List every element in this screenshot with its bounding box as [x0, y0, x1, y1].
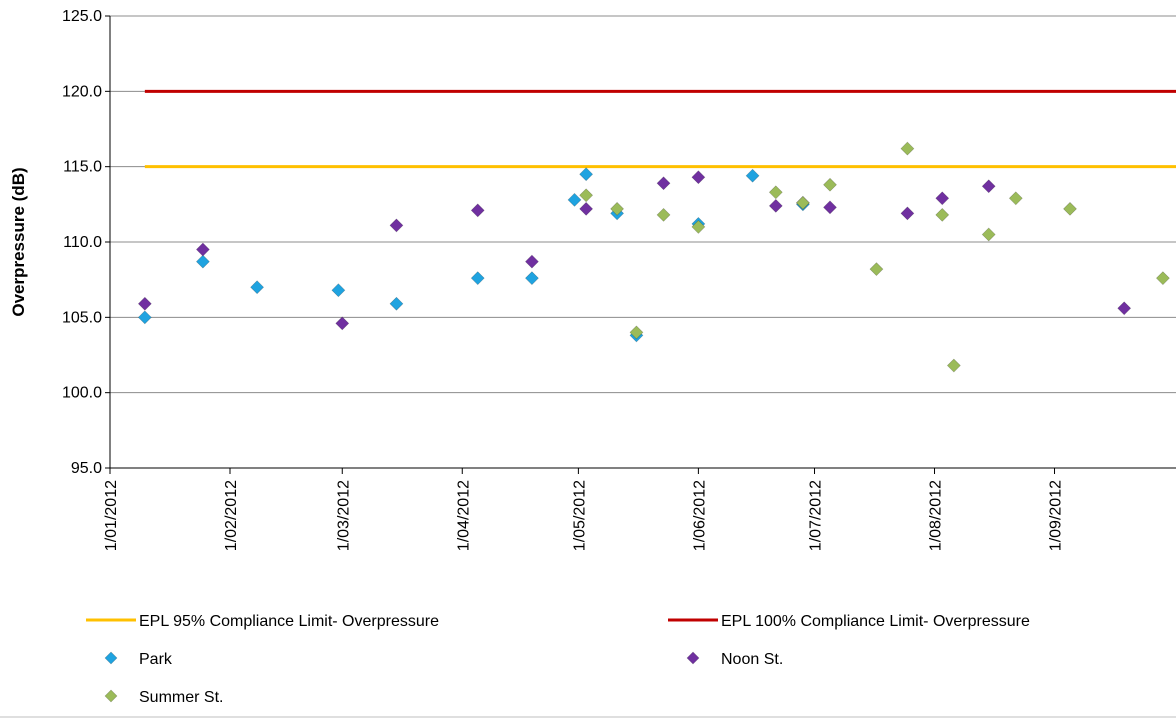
y-tick-labels: 95.0 100.0 105.0 110.0 115.0 120.0 125.0 [62, 8, 102, 477]
data-point [935, 191, 950, 206]
x-tick-label: 1/07/2012 [808, 480, 825, 551]
x-tick-label: 1/03/2012 [335, 480, 352, 551]
y-tick-label: 95.0 [71, 460, 102, 477]
axes [105, 15, 1176, 474]
data-points [137, 141, 1170, 373]
data-point [525, 254, 539, 269]
legend-label: EPL 95% Compliance Limit- Overpressure [139, 613, 439, 630]
data-point [935, 207, 950, 222]
legend-marker-swatch [104, 651, 118, 665]
data-point [195, 242, 210, 257]
data-point [470, 203, 485, 218]
data-point [137, 310, 152, 325]
y-tick-label: 120.0 [62, 83, 102, 100]
y-tick-label: 125.0 [62, 8, 102, 25]
x-tick-label: 1/01/2012 [103, 480, 120, 551]
data-point [900, 141, 915, 156]
data-point [768, 185, 783, 200]
data-point [1063, 201, 1077, 216]
data-point [823, 177, 837, 192]
data-point [900, 206, 915, 221]
legend: EPL 95% Compliance Limit- Overpressure EP… [86, 613, 1030, 706]
data-point [335, 316, 350, 331]
legend-marker-swatch [686, 651, 700, 665]
data-point [1008, 191, 1023, 206]
data-point [691, 170, 706, 185]
data-point [579, 188, 594, 203]
data-point [610, 201, 625, 216]
legend-label: EPL 100% Compliance Limit- Overpressure [721, 613, 1030, 630]
data-point [389, 296, 404, 311]
y-tick-label: 115.0 [63, 159, 102, 176]
y-tick-label: 110.0 [63, 234, 102, 251]
x-tick-label: 1/06/2012 [691, 480, 708, 551]
x-tick-label: 1/09/2012 [1048, 480, 1065, 551]
data-point [768, 198, 783, 213]
data-point [981, 227, 996, 242]
data-point [579, 201, 594, 216]
x-tick-label: 1/05/2012 [571, 480, 588, 551]
data-point [567, 192, 582, 207]
data-point [137, 296, 152, 311]
data-point [795, 195, 810, 210]
x-tick-label: 1/02/2012 [223, 480, 240, 551]
x-tick-label: 1/08/2012 [928, 480, 945, 551]
legend-marker-swatch [104, 689, 118, 703]
legend-label: Summer St. [139, 689, 223, 706]
x-tick-label: 1/04/2012 [455, 480, 472, 551]
y-tick-label: 105.0 [62, 309, 102, 326]
data-point [656, 207, 671, 222]
x-tick-labels: 1/01/2012 1/02/2012 1/03/2012 1/04/2012 1/05… [103, 480, 1065, 551]
data-point [389, 218, 404, 233]
data-point [250, 280, 265, 295]
data-point [869, 262, 884, 277]
data-point [470, 271, 485, 286]
legend-label: Noon St. [721, 651, 783, 668]
data-point [1155, 271, 1170, 286]
data-point [981, 179, 996, 194]
data-point [629, 325, 644, 340]
data-point [1117, 301, 1132, 316]
data-point [691, 220, 706, 234]
data-point [195, 254, 210, 269]
data-point [331, 283, 346, 298]
y-tick-label: 100.0 [62, 385, 102, 402]
data-point [525, 271, 539, 286]
legend-label: Park [139, 651, 173, 668]
data-point [579, 167, 594, 182]
y-axis-title: Overpressure (dB) [9, 167, 28, 316]
data-point [745, 168, 760, 183]
data-point [823, 200, 837, 215]
limit-lines [144, 89, 1176, 169]
data-point [946, 358, 961, 373]
data-point [656, 176, 671, 191]
